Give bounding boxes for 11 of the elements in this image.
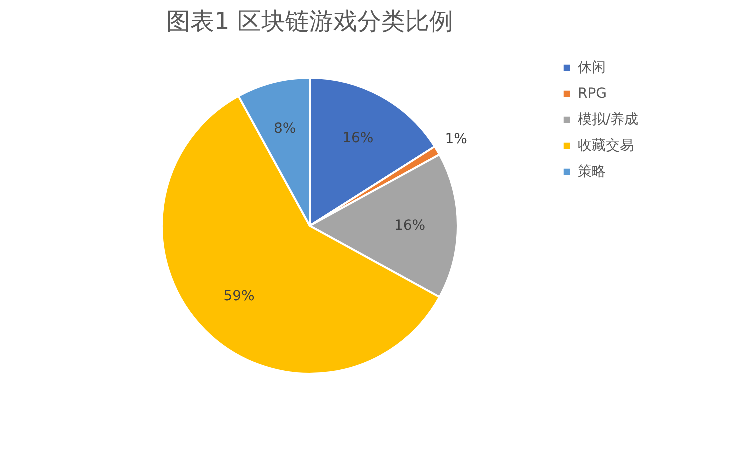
data-label: 59%	[224, 288, 255, 305]
legend-label: 策略	[578, 164, 606, 180]
data-label: 16%	[342, 130, 374, 146]
legend-label: 收藏交易	[578, 138, 634, 154]
chart-title: 图表1 区块链游戏分类比例	[166, 7, 454, 36]
legend-label: RPG	[578, 86, 608, 102]
data-label: 8%	[274, 121, 296, 138]
legend-label: 模拟/养成	[578, 112, 639, 128]
data-label: 1%	[445, 131, 468, 148]
legend-label: 休闲	[578, 60, 606, 76]
data-label: 16%	[394, 218, 426, 234]
